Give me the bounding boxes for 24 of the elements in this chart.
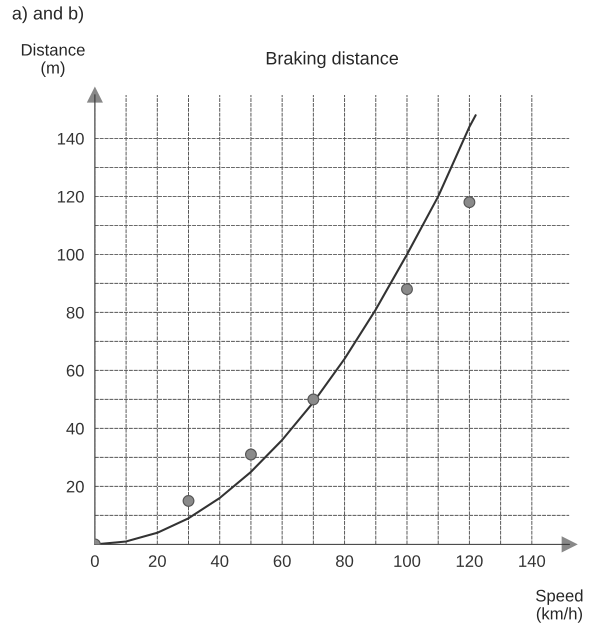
x-tick-label: 60	[274, 555, 291, 568]
point	[401, 283, 413, 296]
x-tick-label: 80	[336, 555, 354, 568]
x-tick-label: 40	[210, 555, 228, 568]
y-tick-label: 120	[58, 190, 84, 203]
chart-title: Braking distance	[266, 51, 398, 68]
x-axis-title: Speed (km/h)	[536, 589, 582, 623]
x-tick-label: 100	[394, 555, 420, 568]
y-tick-label: 100	[58, 248, 84, 261]
y-tick-label: 40	[66, 422, 84, 435]
point	[463, 196, 476, 208]
point	[245, 448, 257, 460]
y-tick-label: 60	[66, 364, 84, 377]
y-axis-title: Distance (m)	[22, 43, 85, 77]
x-tick-label: 120	[456, 555, 483, 568]
x-tick-label: 140	[519, 555, 546, 568]
x-tick-label: 0	[90, 555, 99, 568]
y-tick-label: 80	[66, 306, 84, 319]
x-tick-label: 20	[148, 555, 166, 568]
y-tick-label: 20	[66, 480, 84, 493]
text: a) and b)	[12, 6, 84, 24]
point	[182, 494, 194, 507]
y-tick-label: 140	[58, 132, 84, 145]
point	[307, 393, 320, 406]
